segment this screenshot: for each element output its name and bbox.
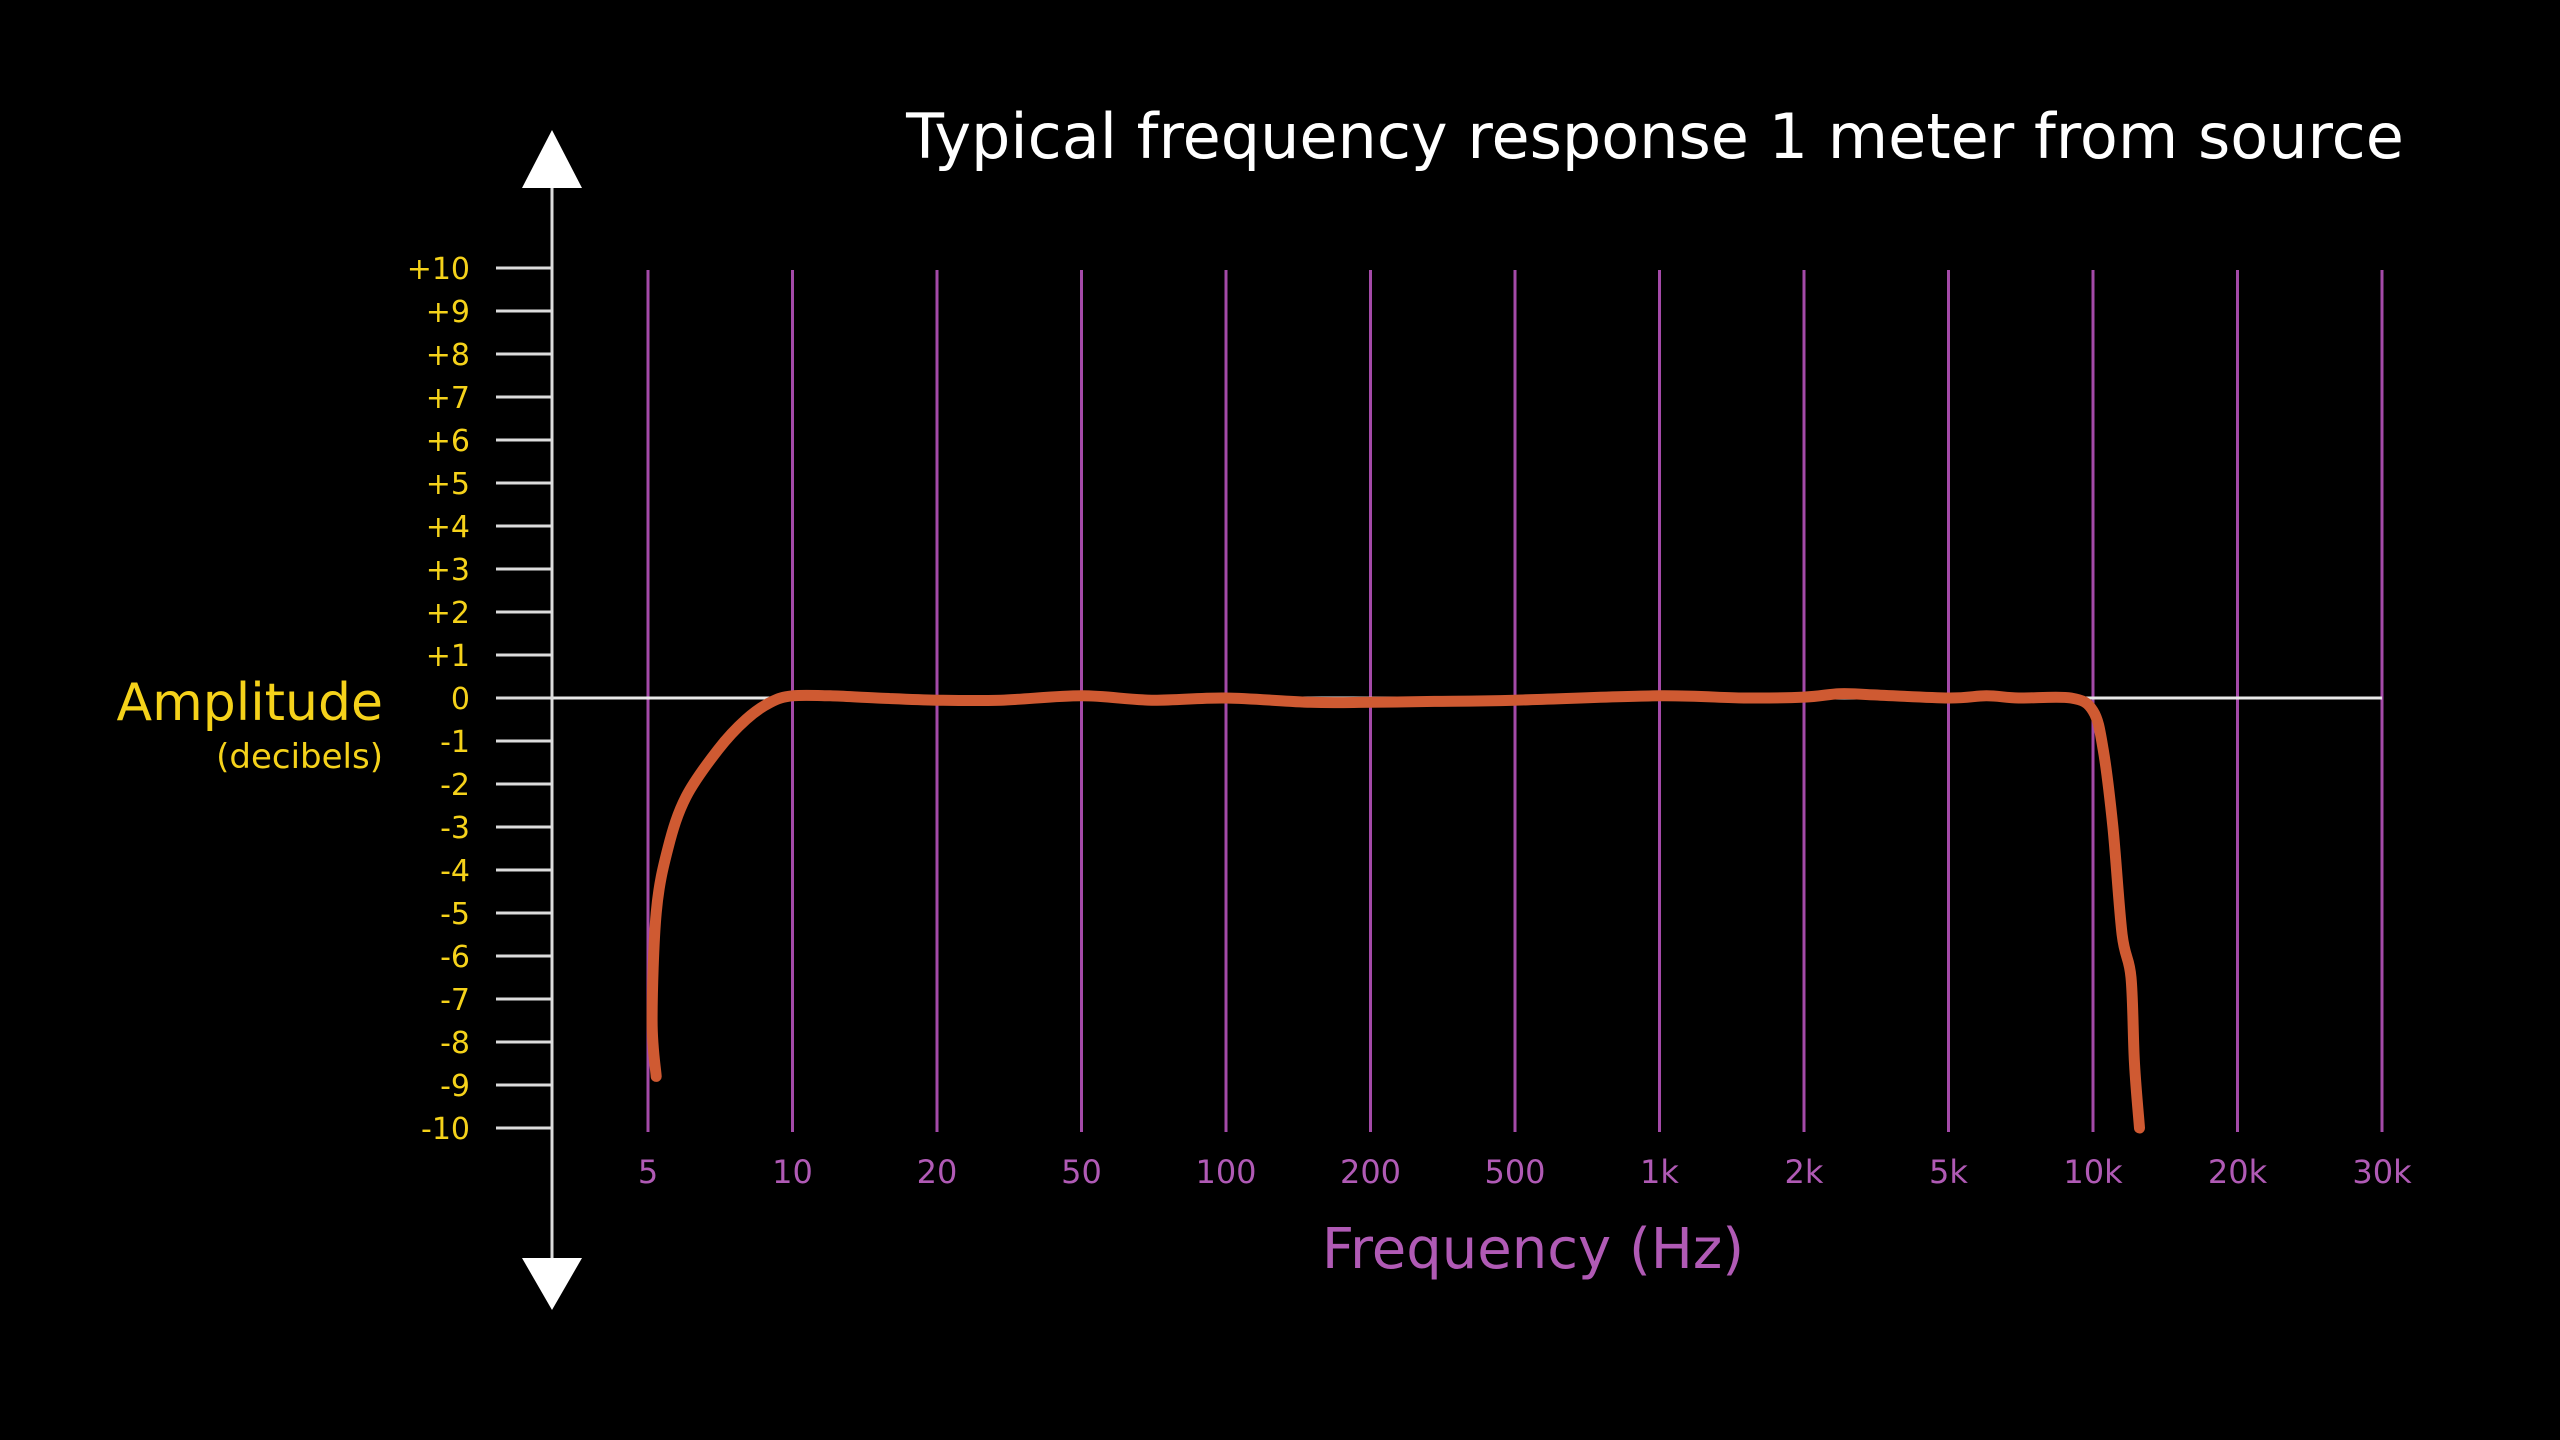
y-tick-label: 0 [451, 682, 470, 717]
y-tick-label: -2 [440, 768, 470, 803]
x-tick-label: 100 [1195, 1153, 1256, 1191]
up-arrow-icon [522, 130, 582, 188]
x-tick-label: 10 [772, 1153, 813, 1191]
y-tick-label: -3 [440, 811, 470, 846]
y-tick-label: -10 [421, 1112, 470, 1147]
y-axis-sublabel: (decibels) [216, 737, 383, 777]
axes [522, 130, 582, 1310]
y-tick-label: +7 [426, 381, 470, 416]
chart-title: Typical frequency response 1 meter from … [905, 100, 2404, 173]
y-ticks: +10+9+8+7+6+5+4+3+2+10-1-2-3-4-5-6-7-8-9… [407, 252, 552, 1147]
x-axis-label: Frequency (Hz) [1322, 1217, 1744, 1282]
y-tick-label: -7 [440, 983, 470, 1018]
x-ticks: 5 10 20 50 100 200 500 1k 2k 5k 10k 20k 30k [638, 1153, 2412, 1191]
x-tick-label: 20 [917, 1153, 958, 1191]
y-tick-label: -6 [440, 940, 470, 975]
x-tick-label: 2k [1785, 1153, 1824, 1191]
down-arrow-icon [522, 1258, 582, 1310]
y-tick-label: +3 [426, 553, 470, 588]
y-tick-label: +5 [426, 467, 470, 502]
y-tick-label: -9 [440, 1069, 470, 1104]
x-tick-label: 5 [638, 1153, 658, 1191]
x-tick-label: 20k [2208, 1153, 2268, 1191]
x-tick-label: 30k [2352, 1153, 2412, 1191]
y-tick-label: +6 [426, 424, 470, 459]
y-tick-label: +1 [426, 639, 470, 674]
y-tick-label: +2 [426, 596, 470, 631]
y-tick-label: -4 [440, 854, 470, 889]
x-tick-label: 1k [1640, 1153, 1679, 1191]
y-tick-label: -5 [440, 897, 470, 932]
x-tick-label: 200 [1340, 1153, 1401, 1191]
series [646, 688, 2145, 1134]
x-tick-label: 10k [2063, 1153, 2123, 1191]
y-tick-label: +10 [407, 252, 470, 287]
y-axis-label: Amplitude [117, 673, 383, 733]
y-tick-label: +4 [426, 510, 470, 545]
y-tick-label: -8 [440, 1026, 470, 1061]
x-tick-label: 5k [1929, 1153, 1968, 1191]
x-tick-label: 500 [1484, 1153, 1545, 1191]
frequency-response-curve [646, 688, 2145, 1134]
y-tick-label: -1 [440, 725, 470, 760]
y-tick-label: +9 [426, 295, 470, 330]
x-tick-label: 50 [1061, 1153, 1102, 1191]
y-tick-label: +8 [426, 338, 470, 373]
